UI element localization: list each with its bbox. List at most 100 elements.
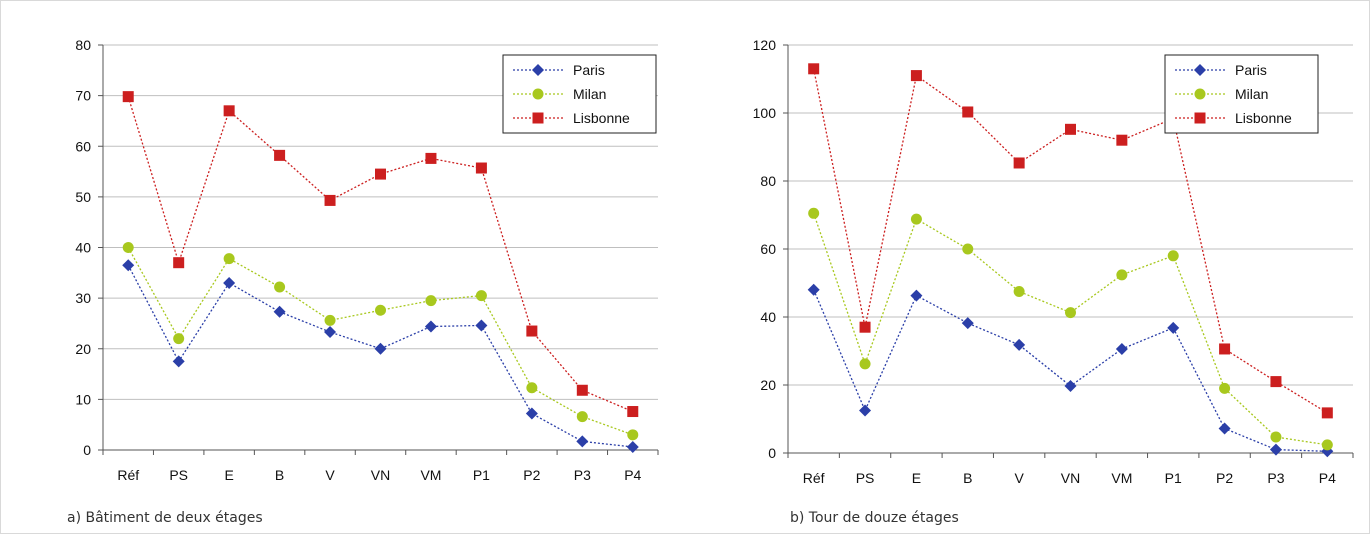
data-point-milan [425, 295, 437, 307]
chart-panel-a: 0 10 20 30 40 50 60 70 80 Réf PS E B V VN VM P1 P2 P3 P4 Par… [67, 37, 659, 526]
x-tick-label: PS [856, 470, 875, 486]
x-tick-label: P1 [1165, 470, 1182, 486]
y-tick-label: 60 [75, 138, 91, 154]
data-point-lisbonne [425, 152, 437, 164]
data-point-milan [1219, 382, 1231, 394]
data-point-paris [273, 305, 286, 318]
chart-b-svg: 0 20 40 60 80 100 120 Réf PS E B V VN VM P1 P2 P3 P4 Paris… [753, 37, 1354, 486]
data-point-lisbonne [808, 63, 820, 75]
x-tick-label: PS [169, 467, 188, 483]
data-point-paris [961, 317, 974, 330]
x-tick-label: P1 [473, 467, 490, 483]
x-tick-label: VM [420, 467, 441, 483]
series-line-lisbonne [127, 96, 634, 413]
x-tick-label: VN [371, 467, 390, 483]
legend-box [502, 54, 657, 134]
data-point-lisbonne [859, 321, 871, 333]
data-point-paris [1269, 443, 1282, 456]
data-point-paris [1218, 422, 1231, 435]
data-point-milan [1167, 250, 1179, 262]
x-tick-label: P2 [1216, 470, 1233, 486]
y-tick-label: 120 [753, 37, 777, 53]
data-point-milan [223, 253, 235, 265]
data-point-lisbonne [1116, 134, 1128, 146]
legend-marker-milan [532, 88, 544, 100]
chart-a-caption: a) Bâtiment de deux étages [67, 510, 263, 526]
data-point-milan [173, 333, 185, 345]
data-point-lisbonne [1013, 157, 1025, 169]
y-tick-label: 100 [753, 105, 777, 121]
x-tick-label: P3 [574, 467, 591, 483]
data-point-milan [576, 411, 588, 423]
legend-label-lisbonne: Lisbonne [1235, 110, 1292, 126]
data-point-lisbonne [1321, 407, 1333, 419]
data-point-paris [374, 342, 387, 355]
data-point-paris [1064, 380, 1077, 393]
y-tick-label: 20 [75, 341, 91, 357]
legend-marker-lisbonne [1194, 112, 1206, 124]
series-line-milan [127, 247, 633, 436]
x-tick-label: P4 [1319, 470, 1336, 486]
chart-a-svg: 0 10 20 30 40 50 60 70 80 Réf PS E B V VN VM P1 P2 P3 P4 Par… [75, 37, 659, 483]
data-point-lisbonne [173, 257, 185, 269]
data-point-paris [324, 326, 337, 339]
data-point-milan [910, 213, 922, 225]
chart-b-caption: b) Tour de douze étages [790, 510, 959, 526]
data-point-lisbonne [1270, 376, 1282, 388]
series-line-paris [127, 264, 633, 448]
data-point-paris [424, 320, 437, 333]
x-tick-label: E [224, 467, 233, 483]
data-point-paris [172, 355, 185, 368]
legend-marker-lisbonne [532, 112, 544, 124]
data-point-milan [1270, 431, 1282, 443]
y-tick-label: 0 [83, 442, 91, 458]
series-line-milan [813, 213, 1328, 446]
data-point-milan [375, 304, 386, 316]
x-tick-label: B [963, 470, 972, 486]
data-point-lisbonne [1219, 343, 1231, 355]
legend-label-lisbonne: Lisbonne [573, 110, 630, 126]
data-point-milan [962, 243, 974, 255]
y-tick-label: 70 [75, 88, 91, 104]
data-point-milan [122, 242, 134, 253]
data-point-lisbonne [576, 384, 588, 396]
data-point-paris [525, 407, 538, 420]
y-tick-label: 30 [75, 290, 91, 306]
data-point-milan [1116, 269, 1128, 281]
data-point-milan [324, 314, 336, 326]
y-tick-label: 80 [75, 37, 91, 53]
data-point-lisbonne [910, 70, 922, 82]
data-point-paris [859, 404, 872, 417]
data-point-paris [122, 259, 135, 272]
data-point-paris [475, 319, 488, 332]
legend-marker-milan [1194, 88, 1206, 100]
y-tick-label: 10 [75, 391, 91, 407]
data-point-paris [576, 435, 589, 448]
chart-panel-b: 0 20 40 60 80 100 120 Réf PS E B V VN VM P1 P2 P3 P4 Paris… [685, 0, 1370, 534]
data-point-lisbonne [375, 168, 386, 180]
legend-label-paris: Paris [573, 62, 605, 78]
data-point-lisbonne [324, 194, 336, 206]
x-tick-label: VN [1061, 470, 1080, 486]
data-point-milan [274, 281, 286, 293]
data-point-paris [223, 276, 236, 289]
x-tick-label: V [325, 467, 335, 483]
data-point-paris [1167, 321, 1180, 334]
x-tick-label: P3 [1267, 470, 1284, 486]
data-point-lisbonne [627, 406, 639, 418]
y-tick-label: 50 [75, 189, 91, 205]
y-tick-label: 0 [768, 445, 776, 461]
data-point-milan [808, 207, 820, 219]
legend-marker-paris [532, 64, 544, 76]
data-point-lisbonne [1065, 123, 1076, 135]
data-point-milan [1013, 286, 1025, 297]
legend-marker-paris [1194, 64, 1206, 76]
data-point-paris [1115, 342, 1128, 355]
data-point-milan [1321, 439, 1333, 451]
data-point-milan [526, 382, 538, 394]
x-tick-label: B [275, 467, 284, 483]
data-point-lisbonne [526, 325, 538, 337]
x-tick-label: P2 [523, 467, 540, 483]
y-tick-label: 40 [760, 309, 776, 325]
x-tick-label: Réf [803, 470, 825, 486]
